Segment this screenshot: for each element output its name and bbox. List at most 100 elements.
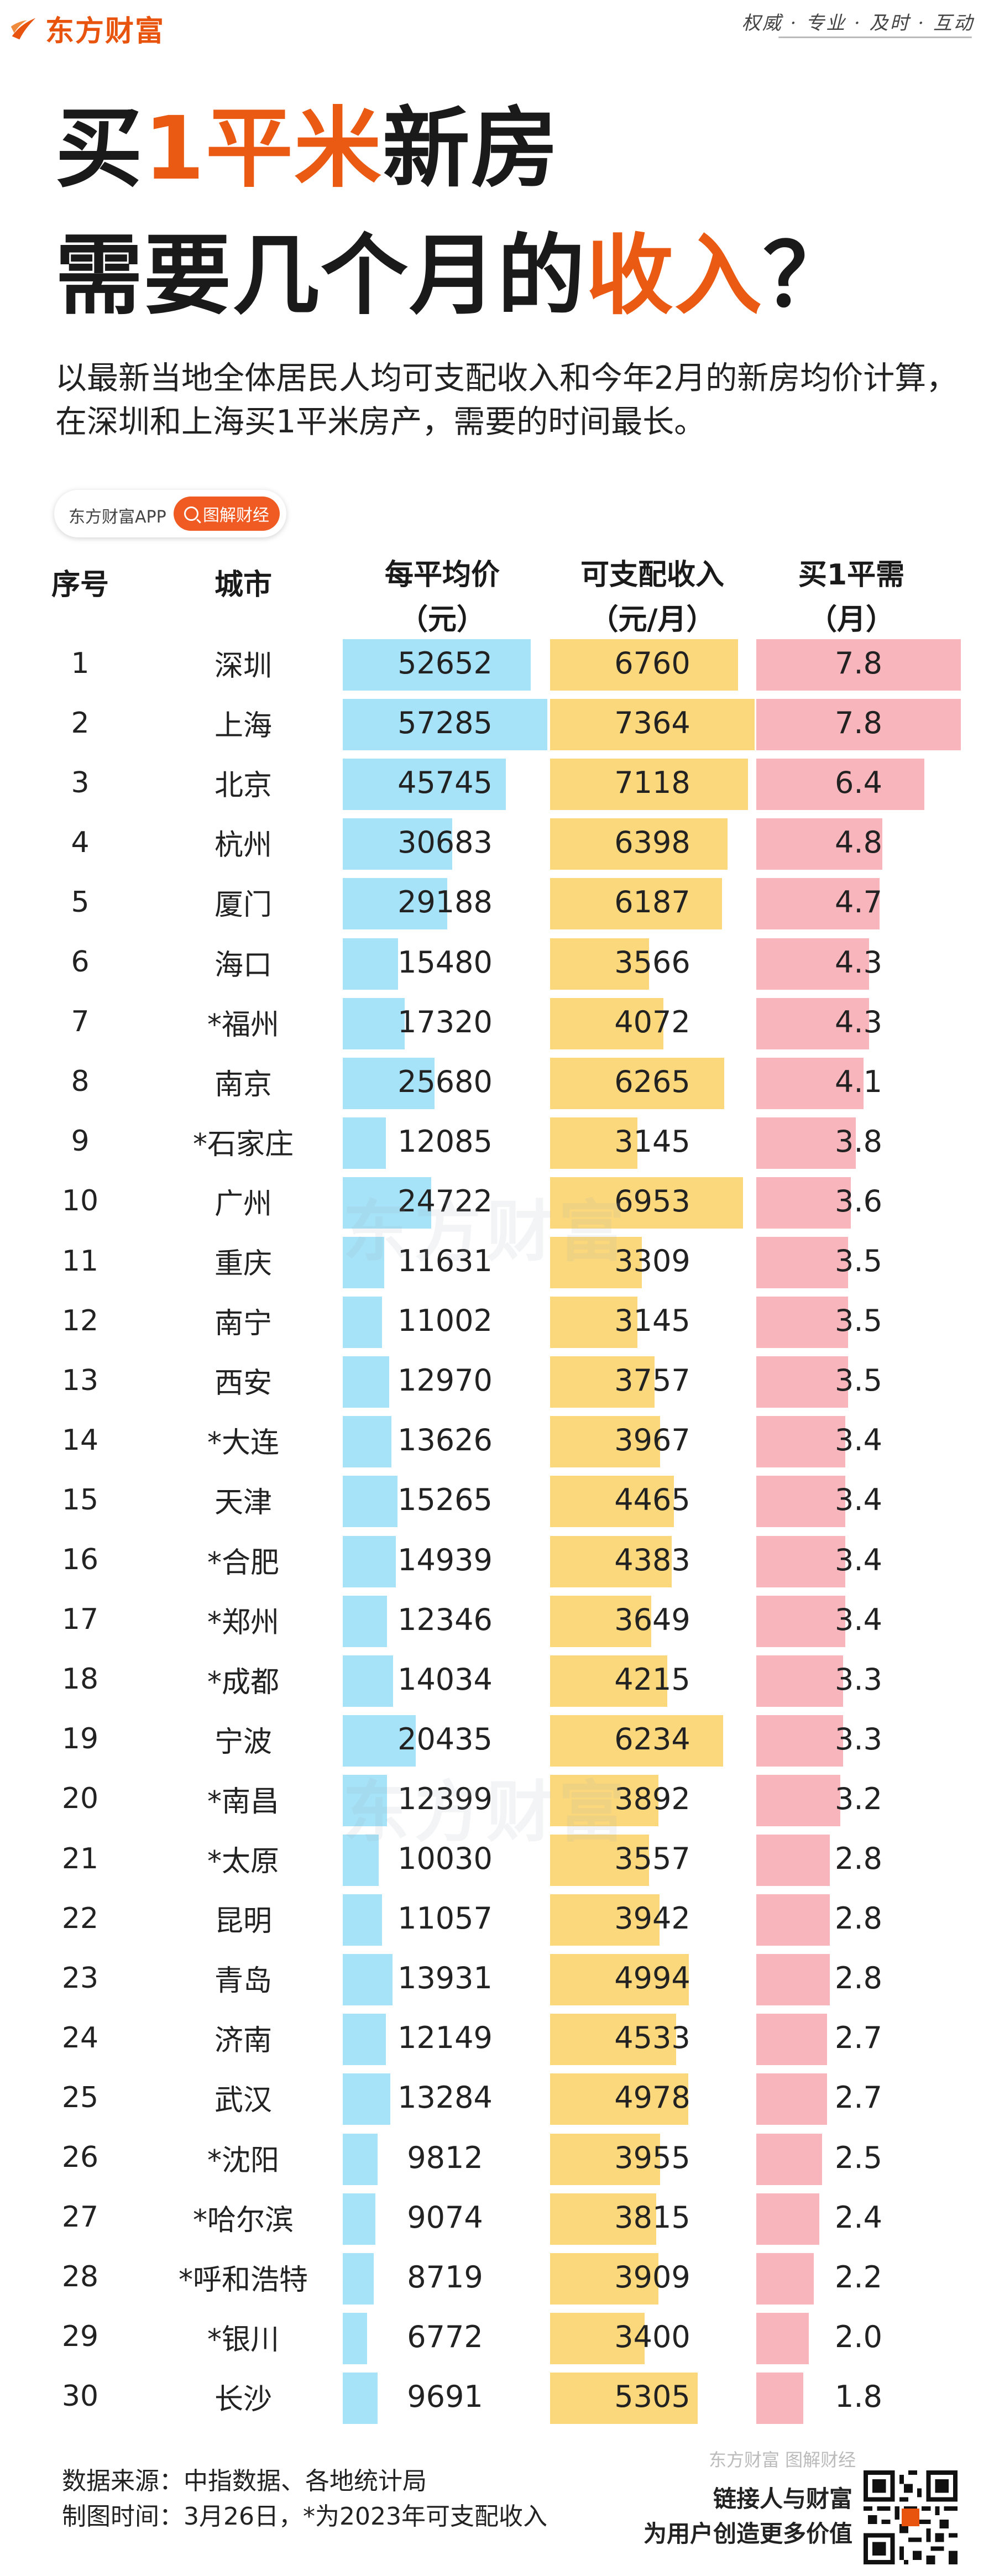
income-value: 3400 xyxy=(614,2319,690,2354)
income-value: 6760 xyxy=(614,646,690,681)
row-index: 21 xyxy=(61,1842,99,1875)
months-value: 7.8 xyxy=(835,646,882,681)
income-value: 4383 xyxy=(614,1542,690,1577)
table-row: 24 济南 12149 4533 2.7 xyxy=(0,2008,994,2067)
row-city: *郑州 xyxy=(207,1606,279,1639)
price-value: 24722 xyxy=(397,1183,493,1219)
table-row: 30 长沙 9691 5305 1.8 xyxy=(0,2367,994,2426)
income-value: 4994 xyxy=(614,1961,690,1996)
row-index: 28 xyxy=(61,2260,99,2294)
income-value: 4215 xyxy=(614,1661,690,1697)
price-value: 25680 xyxy=(397,1064,493,1099)
income-bar xyxy=(550,997,663,1049)
income-value: 3757 xyxy=(614,1363,690,1398)
income-bar xyxy=(550,878,722,930)
row-city: 青岛 xyxy=(214,1964,272,1998)
months-value: 3.4 xyxy=(835,1602,882,1637)
income-value: 3967 xyxy=(614,1423,690,1458)
income-bar xyxy=(550,2253,659,2305)
watermark: 东方财富 xyxy=(343,1774,630,1851)
months-value: 4.7 xyxy=(835,885,882,920)
months-bar xyxy=(756,878,880,930)
price-bar xyxy=(343,1297,383,1349)
row-index: 25 xyxy=(61,2081,99,2114)
income-bar xyxy=(550,1356,655,1408)
price-bar xyxy=(343,2372,378,2424)
title-line-2: 需要几个月的收入？ xyxy=(55,225,851,327)
price-value: 52652 xyxy=(397,646,493,681)
row-index: 10 xyxy=(61,1184,99,1218)
table-row: 5 厦门 29188 6187 4.7 xyxy=(0,872,994,932)
price-bar xyxy=(343,1655,393,1707)
months-bar xyxy=(756,1655,843,1707)
app-name: 东方财富APP xyxy=(69,508,166,527)
price-bar xyxy=(343,997,405,1049)
price-value: 57285 xyxy=(397,706,493,741)
row-index: 9 xyxy=(71,1125,90,1158)
months-bar xyxy=(756,1595,846,1647)
table-row: 6 海口 15480 3566 4.3 xyxy=(0,933,994,992)
months-bar xyxy=(756,699,961,751)
price-value: 20435 xyxy=(397,1721,493,1757)
row-index: 19 xyxy=(61,1722,99,1756)
row-city: 南京 xyxy=(214,1068,272,1101)
qr-code-icon[interactable] xyxy=(864,2470,958,2564)
price-value: 13284 xyxy=(397,2080,493,2115)
row-index: 22 xyxy=(61,1901,99,1935)
price-bar xyxy=(343,639,531,691)
price-bar xyxy=(343,1057,435,1109)
income-bar xyxy=(550,2312,645,2364)
price-value: 12346 xyxy=(397,1602,493,1637)
months-value: 4.3 xyxy=(835,944,882,980)
price-value: 30683 xyxy=(397,825,493,860)
tujie-caijing-button[interactable]: 图解财经 xyxy=(174,497,280,531)
income-bar xyxy=(550,2193,656,2245)
income-bar xyxy=(550,1297,638,1349)
price-value: 45745 xyxy=(397,765,493,801)
row-city: *沈阳 xyxy=(207,2144,279,2177)
row-city: *石家庄 xyxy=(192,1127,294,1161)
price-value: 29188 xyxy=(397,885,493,920)
months-value: 2.7 xyxy=(835,2080,882,2115)
months-value: 3.2 xyxy=(835,1781,882,1816)
months-bar xyxy=(756,1535,846,1587)
price-value: 12399 xyxy=(397,1781,493,1816)
price-bar xyxy=(343,1954,393,2006)
row-city: *福州 xyxy=(207,1008,279,1042)
income-value: 3309 xyxy=(614,1243,690,1278)
header-city: 城市 xyxy=(214,568,272,602)
row-city: *合肥 xyxy=(207,1546,279,1580)
table-row: 15 天津 15265 4465 3.4 xyxy=(0,1470,994,1529)
income-value: 6953 xyxy=(614,1183,690,1219)
table-row: 18 *成都 14034 4215 3.3 xyxy=(0,1650,994,1709)
price-bar xyxy=(343,1356,389,1408)
brand-logo-icon xyxy=(11,18,36,39)
price-value: 11631 xyxy=(397,1243,493,1278)
price-bar xyxy=(343,2193,375,2245)
income-value: 4533 xyxy=(614,2020,690,2056)
income-value: 5305 xyxy=(614,2379,690,2414)
price-value: 9812 xyxy=(407,2140,483,2175)
price-value: 10030 xyxy=(397,1841,493,1876)
price-value: 11057 xyxy=(397,1901,493,1936)
row-city: 天津 xyxy=(214,1486,272,1520)
row-index: 13 xyxy=(61,1363,99,1397)
price-value: 12149 xyxy=(397,2020,493,2056)
row-city: *成都 xyxy=(207,1665,279,1699)
months-value: 3.4 xyxy=(835,1542,882,1577)
income-bar xyxy=(550,2014,676,2066)
income-value: 3909 xyxy=(614,2259,690,2295)
income-bar xyxy=(550,2073,689,2125)
price-bar xyxy=(343,1476,397,1528)
income-value: 3145 xyxy=(614,1303,690,1339)
price-value: 15480 xyxy=(397,944,493,980)
row-city: 广州 xyxy=(214,1187,272,1221)
header-months: 买1平需 （月） xyxy=(798,558,905,636)
income-value: 3955 xyxy=(614,2140,690,2175)
income-value: 6398 xyxy=(614,825,690,860)
table-row: 26 *沈阳 9812 3955 2.5 xyxy=(0,2128,994,2187)
row-city: 西安 xyxy=(214,1367,272,1401)
price-bar xyxy=(343,1715,416,1767)
months-bar xyxy=(756,2193,819,2245)
tujie-caijing-label: 图解财经 xyxy=(203,506,269,525)
